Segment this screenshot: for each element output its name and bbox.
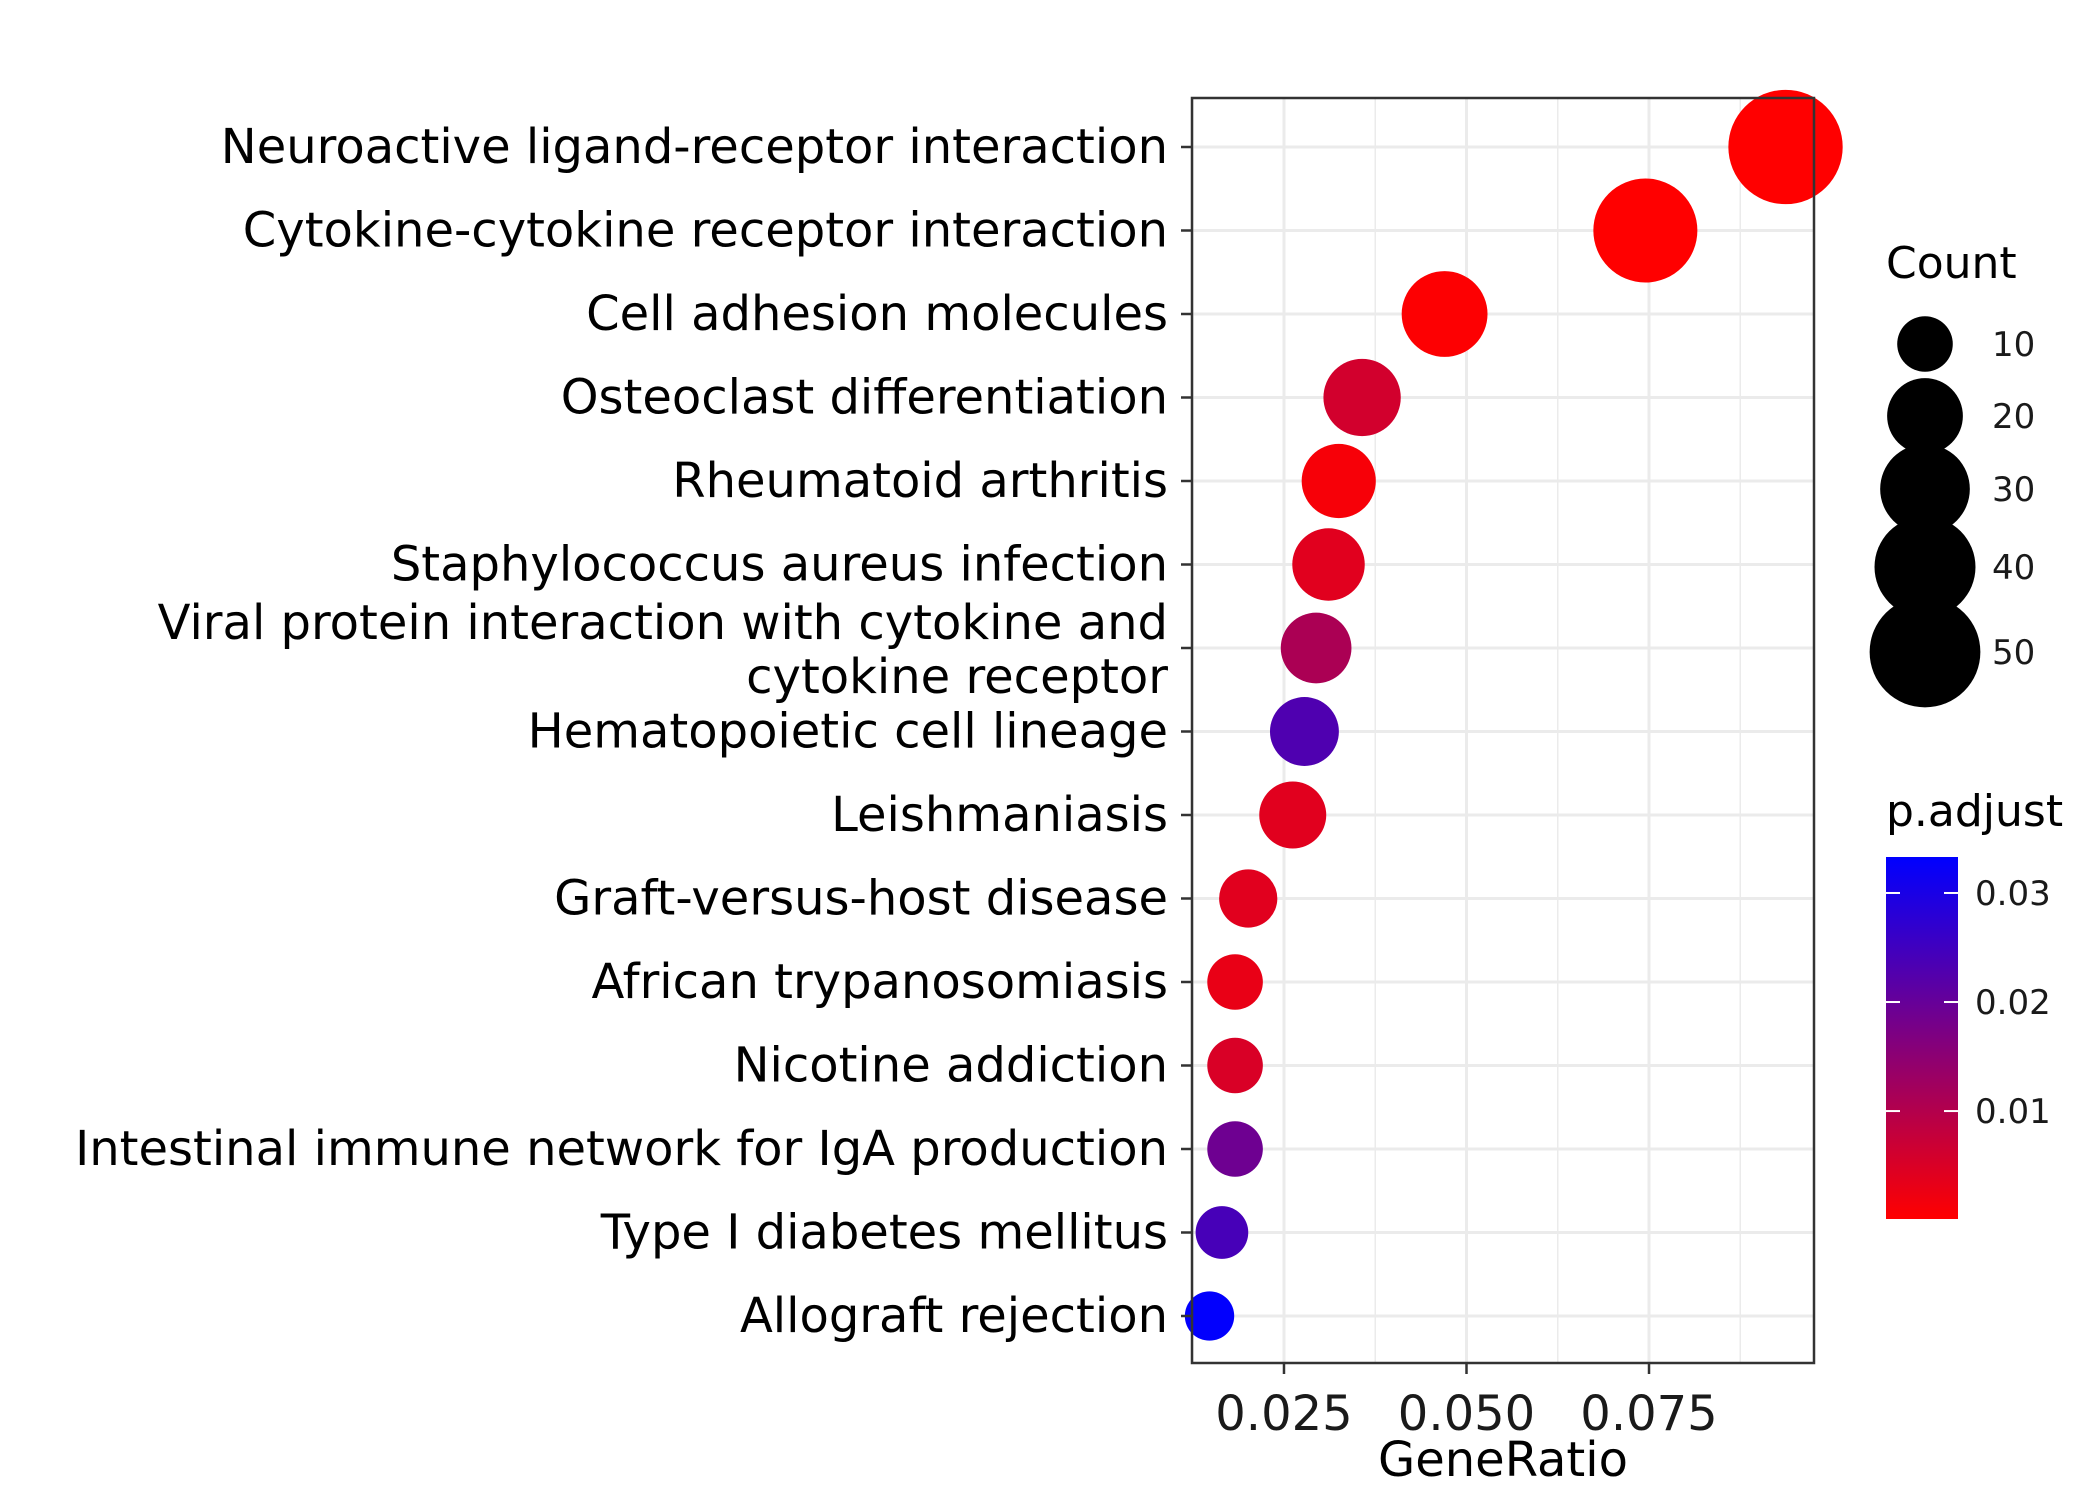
y-tick-label: Cytokine-cytokine receptor interaction [243,203,1168,259]
y-tick-label: Graft-versus-host disease [554,871,1168,927]
y-tick-label: Cell adhesion molecules [586,286,1168,342]
count-legend-label: 50 [1992,633,2035,673]
x-tick-label: 0.075 [1580,1386,1717,1442]
y-tick-label-line: Staphylococcus aureus infection [391,537,1168,593]
count-legend-key [1880,444,1970,534]
data-point [1207,1037,1263,1094]
data-point [1280,612,1352,684]
x-axis-title: GeneRatio [1378,1432,1628,1488]
x-tick-label: 0.025 [1215,1386,1352,1442]
count-legend-key [1869,596,1981,708]
colorbar-label: 0.02 [1975,983,2051,1023]
data-point [1195,1206,1249,1259]
count-legend-key [1887,378,1963,454]
y-tick-label: Viral protein interaction with cytokine … [158,595,1169,705]
colorbar-label: 0.01 [1975,1092,2051,1132]
data-point [1323,358,1401,437]
y-tick-label: Type I diabetes mellitus [600,1205,1168,1261]
count-legend-label: 20 [1992,397,2035,437]
y-tick-label-line: Rheumatoid arthritis [672,453,1168,509]
y-tick-label: Allograft rejection [740,1288,1168,1344]
count-legend-title: Count [1886,238,2017,289]
y-tick-label-line: Leishmaniasis [831,787,1168,843]
colorbar-label: 0.03 [1975,874,2051,914]
count-legend-key [1897,316,1953,372]
y-tick-label-line: African trypanosomiasis [592,954,1168,1010]
count-legend-label: 10 [1992,325,2035,365]
y-tick-label-line: Hematopoietic cell lineage [528,704,1168,760]
p-adjust-legend: p.adjust 0.03 0.02 0.01 [1886,786,2063,1219]
data-point [1269,697,1339,766]
y-tick-label: Neuroactive ligand-receptor interaction [221,119,1168,175]
y-tick-label-line: Viral protein interaction with cytokine … [158,595,1168,651]
data-point [1259,781,1327,849]
grid-lines [1191,98,1814,1363]
data-point [1184,1291,1235,1341]
data-points [1184,89,1843,1341]
count-legend-key [1874,516,1976,618]
data-point [1292,528,1365,601]
data-point [1219,869,1278,928]
count-legend-label: 40 [1992,548,2035,588]
p-adjust-legend-title: p.adjust [1886,786,2063,837]
y-tick-label: Osteoclast differentiation [561,370,1168,426]
x-tick-label: 0.050 [1398,1386,1535,1442]
y-tick-label: African trypanosomiasis [592,954,1168,1010]
y-tick-label: Hematopoietic cell lineage [528,704,1168,760]
y-tick-label-line: Cytokine-cytokine receptor interaction [243,203,1168,259]
y-tick-label-line: Cell adhesion molecules [586,286,1168,342]
count-legend: Count 10 20 30 40 50 [1869,238,2035,708]
p-adjust-colorbar [1886,857,1958,1219]
data-point [1301,443,1376,519]
y-tick-label: Leishmaniasis [831,787,1168,843]
x-axis: 0.025 0.050 0.075 [1215,1363,1718,1442]
y-tick-label: Staphylococcus aureus infection [391,537,1168,593]
data-point [1401,271,1488,357]
y-tick-label: Rheumatoid arthritis [672,453,1168,509]
data-point [1728,89,1843,205]
y-tick-label-line: Type I diabetes mellitus [600,1205,1168,1261]
y-tick-label-line: Intestinal immune network for IgA produc… [75,1121,1168,1177]
data-point [1593,178,1698,283]
y-tick-label-line: Allograft rejection [740,1288,1168,1344]
data-point [1207,954,1263,1010]
y-tick-label-line: cytokine receptor [746,649,1168,705]
y-tick-label-line: Nicotine addiction [734,1038,1168,1094]
y-tick-label: Nicotine addiction [734,1038,1168,1094]
count-legend-label: 30 [1992,470,2035,510]
data-point [1207,1121,1263,1177]
y-tick-label-line: Neuroactive ligand-receptor interaction [221,119,1168,175]
y-tick-label-line: Graft-versus-host disease [554,871,1168,927]
y-tick-label-line: Osteoclast differentiation [561,370,1168,426]
y-axis: Neuroactive ligand-receptor interaction C… [75,119,1192,1344]
y-tick-label: Intestinal immune network for IgA produc… [75,1121,1168,1177]
